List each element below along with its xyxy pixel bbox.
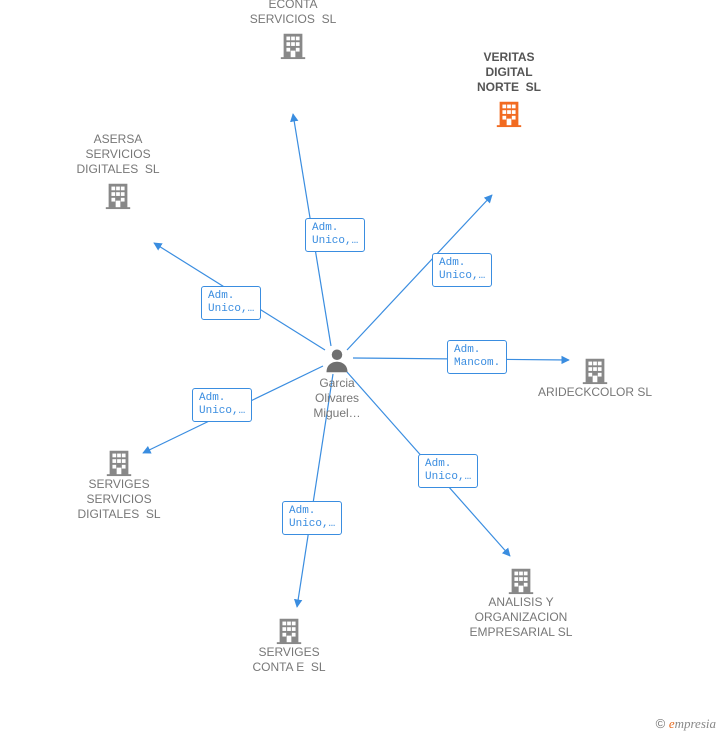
edge-label: Adm. Unico,… [282,501,342,535]
edge-label: Adm. Unico,… [201,286,261,320]
edge-label: Adm. Unico,… [432,253,492,287]
edge-label: Adm. Mancom. [447,340,507,374]
building-icon [252,615,325,645]
building-icon [250,30,336,60]
company-node[interactable]: VERITAS DIGITAL NORTE SL [477,50,541,128]
company-label: ECONTA SERVICIOS SL [250,0,336,27]
person-icon [313,346,360,374]
company-node[interactable]: ECONTA SERVICIOS SL [250,0,336,60]
company-node[interactable]: ANALISIS Y ORGANIZACION EMPRESARIAL SL [470,565,573,643]
company-label: ANALISIS Y ORGANIZACION EMPRESARIAL SL [470,595,573,640]
edge-label: Adm. Unico,… [305,218,365,252]
company-node[interactable]: SERVIGES SERVICIOS DIGITALES SL [77,447,160,525]
building-icon [538,355,652,385]
building-icon [470,565,573,595]
footer-credit: © empresia [656,716,716,732]
company-label: SERVIGES CONTA E SL [252,645,325,675]
company-node[interactable]: ARIDECKCOLOR SL [538,355,652,403]
company-node[interactable]: ASERSA SERVICIOS DIGITALES SL [76,132,159,210]
building-icon [477,98,541,128]
company-label: SERVIGES SERVICIOS DIGITALES SL [77,477,160,522]
company-node[interactable]: SERVIGES CONTA E SL [252,615,325,678]
edge-label: Adm. Unico,… [192,388,252,422]
person-label: Garcia Olivares Miguel… [313,376,360,421]
brand-rest: mpresia [675,716,716,731]
building-icon [76,180,159,210]
company-label: ARIDECKCOLOR SL [538,385,652,400]
company-label: ASERSA SERVICIOS DIGITALES SL [76,132,159,177]
building-icon [77,447,160,477]
edge-label: Adm. Unico,… [418,454,478,488]
copyright-symbol: © [656,716,666,731]
company-label: VERITAS DIGITAL NORTE SL [477,50,541,95]
person-node[interactable]: Garcia Olivares Miguel… [313,346,360,421]
